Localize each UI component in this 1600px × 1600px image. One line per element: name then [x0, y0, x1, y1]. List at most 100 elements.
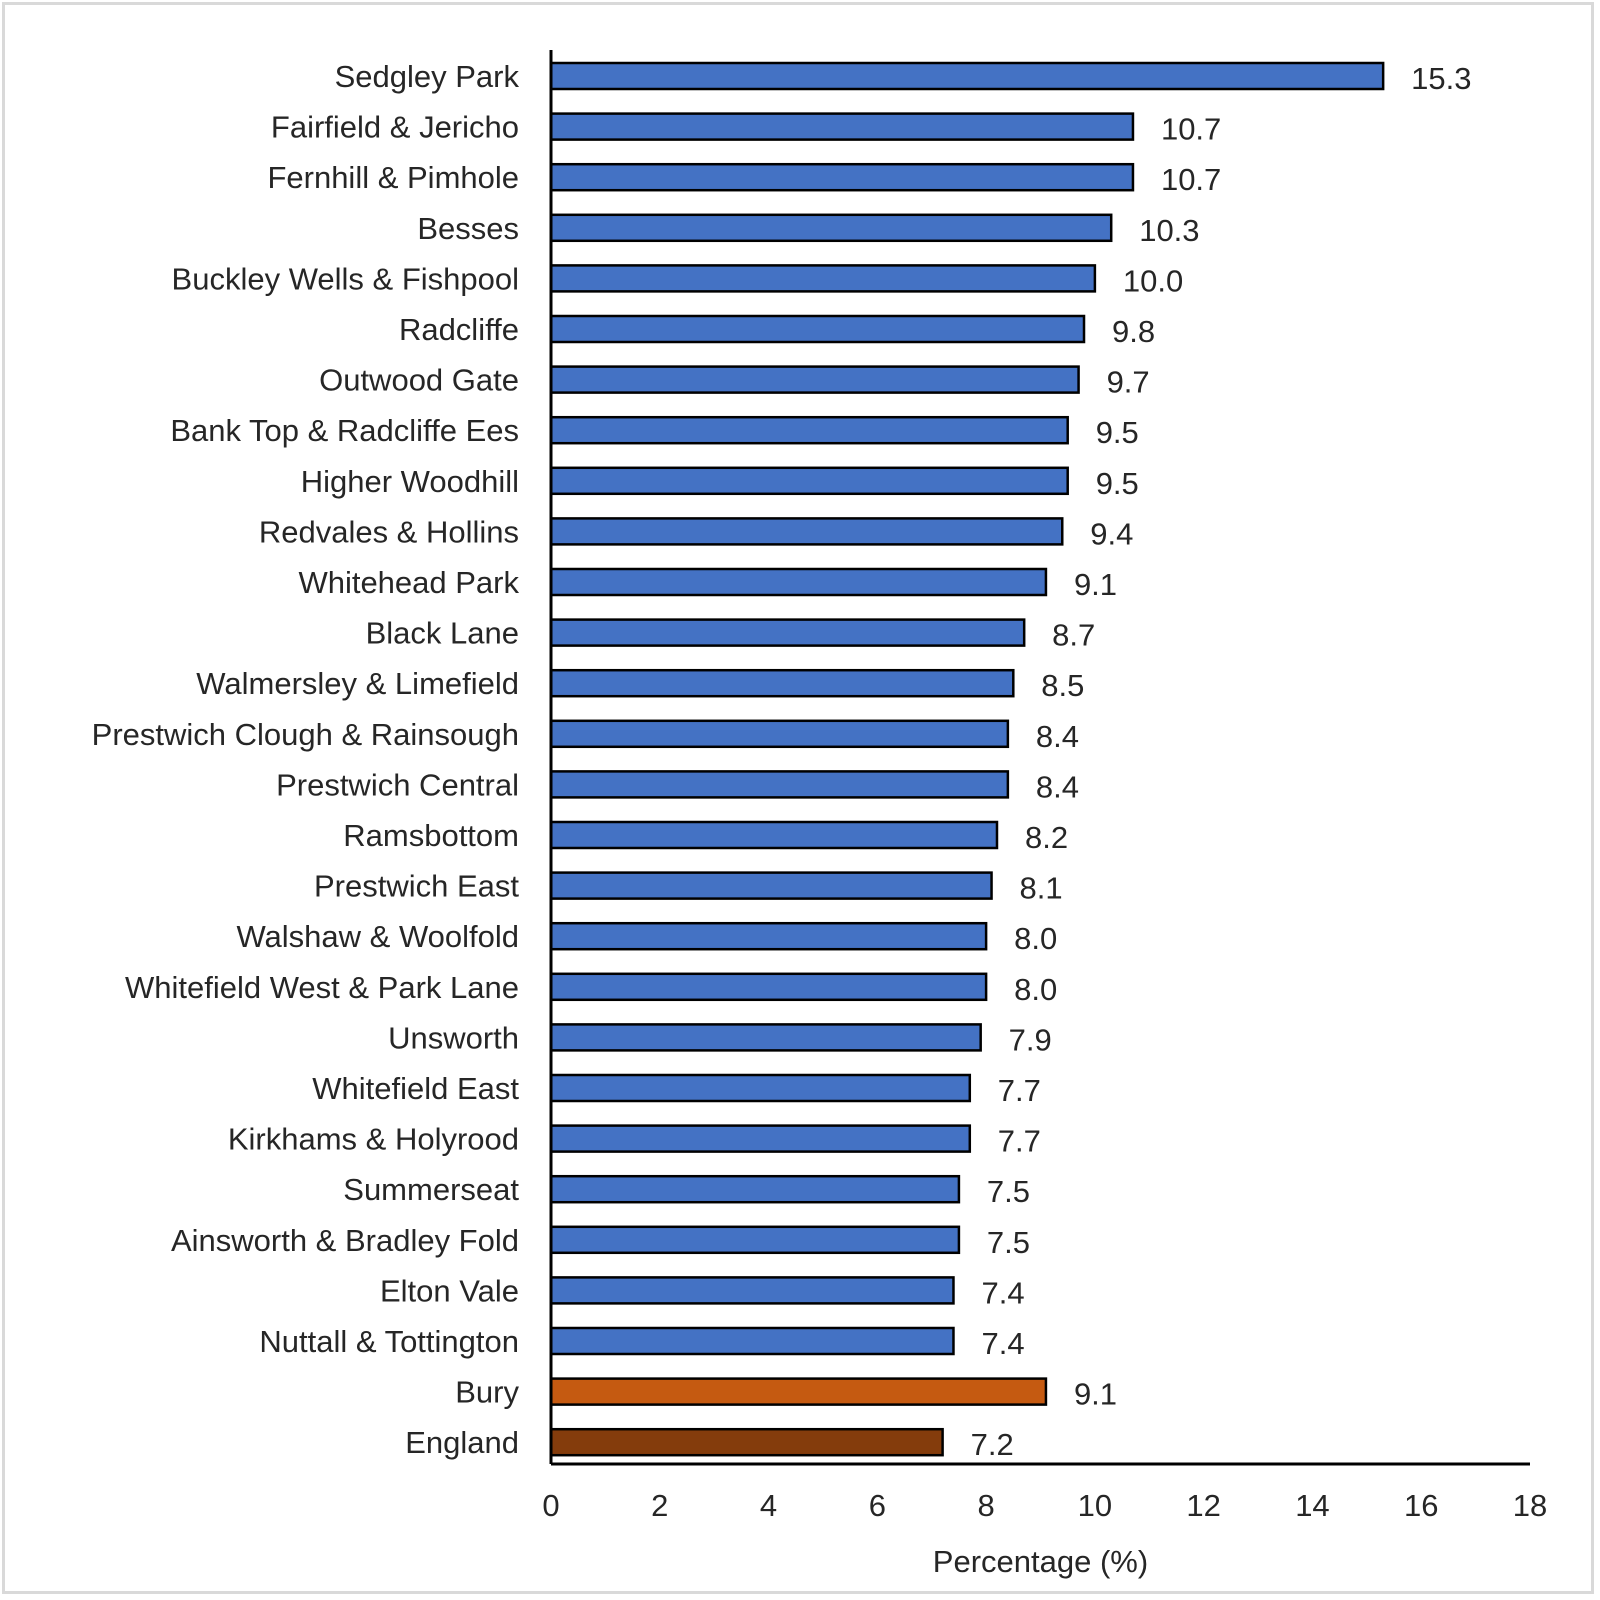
category-label: Kirkhams & Holyrood [228, 1122, 519, 1157]
value-label: 8.1 [1020, 871, 1063, 906]
category-label: Redvales & Hollins [259, 514, 519, 549]
bar [549, 567, 1048, 597]
bar [549, 1326, 955, 1356]
value-label: 7.5 [987, 1174, 1030, 1209]
category-label: Bury [455, 1375, 519, 1410]
x-axis-title: Percentage (%) [933, 1544, 1148, 1579]
category-label: Outwood Gate [319, 363, 519, 398]
category-label: Ramsbottom [343, 818, 519, 853]
bar [549, 517, 1064, 546]
category-label: Prestwich Clough & Rainsough [92, 717, 519, 752]
bar [549, 972, 988, 1002]
x-tick-label: 4 [760, 1488, 777, 1523]
value-label: 7.7 [998, 1124, 1041, 1159]
value-label: 8.4 [1036, 769, 1079, 804]
bar [549, 719, 1010, 749]
bar [549, 264, 1097, 293]
value-label: 8.2 [1025, 820, 1068, 855]
value-label: 8.4 [1036, 719, 1079, 754]
bar [549, 1427, 944, 1457]
category-label: Black Lane [366, 616, 519, 651]
category-label: Whitefield West & Park Lane [125, 970, 519, 1005]
category-label: Walmersley & Limefield [196, 666, 519, 701]
x-tick-label: 12 [1186, 1488, 1220, 1523]
bar [549, 770, 1010, 799]
value-label: 9.5 [1096, 466, 1139, 501]
bars-layer [549, 61, 1385, 1457]
category-label: Buckley Wells & Fishpool [172, 261, 519, 296]
x-tick-label: 18 [1513, 1488, 1547, 1523]
value-label: 7.2 [971, 1427, 1014, 1462]
value-label: 10.0 [1123, 263, 1183, 298]
value-label: 7.7 [998, 1073, 1041, 1108]
category-label: Walshaw & Woolfold [236, 919, 519, 954]
bar [549, 1174, 961, 1204]
bar [549, 1023, 982, 1052]
bar [549, 61, 1385, 91]
category-label: Radcliffe [399, 312, 519, 347]
bar [549, 668, 1015, 698]
category-label: Sedgley Park [335, 59, 520, 94]
category-label: Nuttall & Tottington [259, 1324, 519, 1359]
value-label: 8.0 [1014, 921, 1057, 956]
category-label: Summerseat [343, 1172, 519, 1207]
bar [549, 213, 1113, 243]
bar [549, 112, 1135, 141]
value-label: 8.0 [1014, 972, 1057, 1007]
bar [549, 871, 993, 900]
value-label: 10.7 [1161, 162, 1221, 197]
category-label: Bank Top & Radcliffe Ees [170, 413, 519, 448]
value-label: 10.7 [1161, 112, 1221, 147]
category-label: England [405, 1425, 519, 1460]
category-label: Whitefield East [312, 1071, 519, 1106]
value-label: 9.1 [1074, 1377, 1117, 1412]
bar [549, 466, 1069, 496]
value-label: 15.3 [1411, 61, 1471, 96]
value-labels: 15.3 10.7 10.7 10.3 10.0 9.8 9.7 9.5 9.5 9.4 9.1 8.… [971, 61, 1472, 1462]
bar [549, 1276, 955, 1305]
bar [549, 1073, 972, 1103]
value-label: 9.7 [1107, 365, 1150, 400]
bar [549, 162, 1135, 192]
value-label: 9.5 [1096, 415, 1139, 450]
bar [549, 314, 1086, 344]
x-tick-label: 0 [542, 1488, 559, 1523]
category-label: Higher Woodhill [301, 464, 519, 499]
bar [549, 921, 988, 951]
value-label: 9.1 [1074, 567, 1117, 602]
category-label: Unsworth [388, 1020, 519, 1055]
x-tick-label: 10 [1078, 1488, 1112, 1523]
value-label: 8.7 [1052, 618, 1095, 653]
bar [549, 1225, 961, 1255]
x-tick-label: 2 [651, 1488, 668, 1523]
category-label: Elton Vale [380, 1273, 519, 1308]
x-tick-label: 16 [1404, 1488, 1438, 1523]
category-label: Besses [417, 211, 519, 246]
category-label: Whitehead Park [298, 565, 519, 600]
category-label: Fairfield & Jericho [271, 110, 519, 145]
category-label: Prestwich Central [276, 767, 519, 802]
category-label: Prestwich East [314, 869, 519, 904]
x-tick-label: 14 [1295, 1488, 1329, 1523]
category-label: Ainsworth & Bradley Fold [171, 1223, 519, 1258]
bar [549, 820, 999, 850]
value-label: 7.9 [1009, 1022, 1052, 1057]
bar [549, 618, 1026, 647]
value-label: 7.5 [987, 1225, 1030, 1260]
bar [549, 415, 1069, 445]
bar [549, 365, 1080, 394]
value-label: 8.5 [1041, 668, 1084, 703]
value-label: 10.3 [1139, 213, 1199, 248]
value-label: 9.8 [1112, 314, 1155, 349]
x-tick-label: 6 [869, 1488, 886, 1523]
category-labels: Sedgley Park Fairfield & Jericho Fernhill … [92, 59, 520, 1460]
value-label: 7.4 [981, 1275, 1024, 1310]
category-label: Fernhill & Pimhole [267, 160, 519, 195]
x-tick-label: 8 [977, 1488, 994, 1523]
value-label: 7.4 [981, 1326, 1024, 1361]
axes: 0 2 4 6 8 10 12 14 16 18 [542, 50, 1547, 1523]
bar [549, 1124, 972, 1153]
bar [549, 1377, 1048, 1406]
value-label: 9.4 [1090, 516, 1133, 551]
